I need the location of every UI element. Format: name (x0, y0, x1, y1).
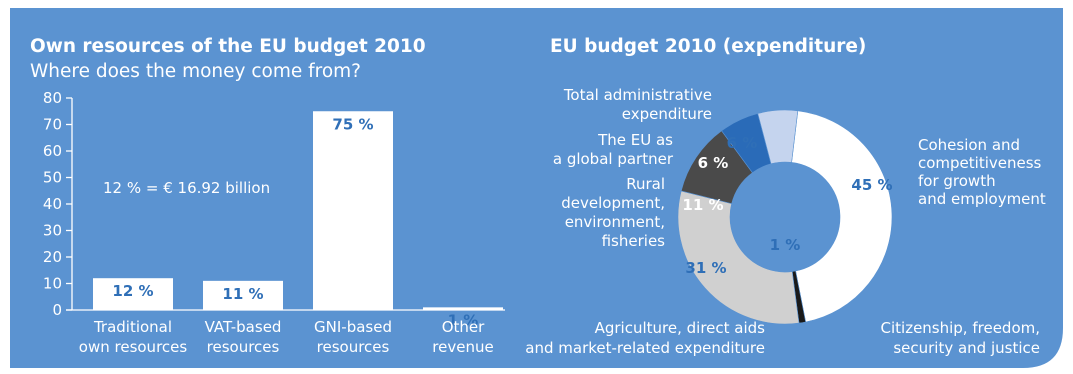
y-tick-label: 80 (43, 89, 62, 107)
bar-value-label: 1 % (448, 311, 479, 329)
slice-value-label: 1 % (770, 236, 801, 254)
bar-chart-title: Own resources of the EU budget 2010 (30, 36, 426, 57)
y-tick-label: 40 (43, 195, 62, 213)
y-tick-label: 70 (43, 116, 62, 134)
category-label: Traditional (93, 318, 172, 336)
slice-category-label: Citizenship, freedom, (881, 319, 1041, 337)
y-tick-label: 10 (43, 275, 62, 293)
y-tick-label: 60 (43, 142, 62, 160)
y-tick-label: 20 (43, 248, 62, 266)
slice-value-label: 6 % (698, 154, 729, 172)
y-axis-ticks: 0 10 20 30 40 50 60 70 80 (43, 89, 72, 319)
category-label: GNI-based (314, 318, 392, 336)
donut-chart: EU budget 2010 (expenditure) 45 % 1 % 31 %… (525, 36, 1046, 357)
category-label: VAT-based (205, 318, 282, 336)
slice-category-label: Cohesion and (918, 136, 1020, 154)
slice-category-label: and market-related expenditure (525, 339, 765, 357)
category-labels: Traditional own resources VAT-based resourc… (79, 318, 494, 356)
bar (93, 278, 173, 310)
y-tick-label: 50 (43, 169, 62, 187)
slice-category-label: and employment (918, 190, 1046, 208)
slice-value-label: 31 % (685, 259, 726, 277)
slice-category-label: Agriculture, direct aids (595, 319, 766, 337)
slice-category-label: development, (561, 194, 665, 212)
bar (203, 280, 283, 310)
slice-category-label: security and justice (893, 339, 1040, 357)
donut-slices (677, 109, 893, 325)
donut-slice-values: 45 % 1 % 31 % 11 % 6 % 6 % (682, 134, 892, 277)
slice-category-label: fisheries (602, 232, 666, 250)
category-label: resources (207, 338, 280, 356)
slice-category-label: a global partner (553, 150, 674, 168)
bar-value-label: 11 % (222, 285, 263, 303)
donut-hole (730, 162, 840, 272)
donut-chart-title: EU budget 2010 (expenditure) (550, 36, 866, 57)
y-tick-label: 0 (52, 301, 62, 319)
slice-category-label: Total administrative (563, 86, 712, 104)
bar-chart: Own resources of the EU budget 2010 Wher… (30, 36, 505, 356)
slice-category-label: environment, (565, 213, 665, 231)
slice-value-label: 6 % (727, 134, 758, 152)
slice-category-label: competitiveness (918, 154, 1042, 172)
category-label: Other (442, 318, 485, 336)
slice-category-label: The EU as (597, 131, 673, 149)
slice-value-label: 45 % (851, 176, 892, 194)
bar (313, 111, 393, 310)
bar-chart-subtitle: Where does the money come from? (30, 61, 361, 82)
y-tick-label: 30 (43, 222, 62, 240)
bars: 12 % 11 % 75 % 1 % (93, 111, 503, 329)
slice-category-label: for growth (918, 172, 996, 190)
bar-value-label: 75 % (332, 115, 373, 133)
slice-category-label: expenditure (622, 105, 712, 123)
slice-value-label: 11 % (682, 196, 723, 214)
category-label: revenue (432, 338, 493, 356)
bar (423, 307, 503, 310)
bar-chart-annotation: 12 % = € 16.92 billion (103, 179, 270, 197)
slice-category-label: Rural (626, 175, 665, 193)
category-label: resources (317, 338, 390, 356)
category-label: own resources (79, 338, 188, 356)
bar-value-label: 12 % (112, 282, 153, 300)
